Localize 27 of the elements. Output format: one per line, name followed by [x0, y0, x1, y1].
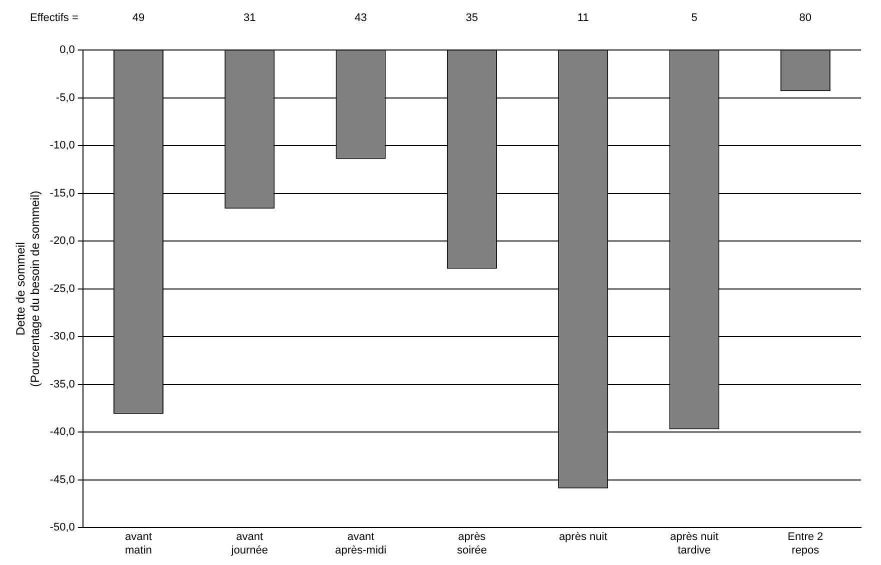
x-tick-label: après soirée	[456, 531, 487, 556]
y-tick-label: -35,0	[50, 378, 75, 390]
text: 11	[577, 12, 589, 24]
y-tick-label: -5,0	[56, 92, 75, 104]
y-tick-label: -50,0	[50, 522, 75, 534]
x-tick-label: avant matin	[124, 531, 152, 556]
text: 35	[466, 12, 478, 24]
text: Effectifs =	[30, 12, 78, 24]
y-tick-label: -40,0	[50, 426, 75, 438]
text: 43	[354, 12, 367, 24]
y-axis-title: Dette de sommeil (Pourcentage du besoin de sommeil)	[14, 190, 42, 387]
y-tick-label: -10,0	[50, 140, 75, 152]
x-tick-label: avant après-midi	[335, 531, 386, 556]
y-tick-label: 0,0	[60, 44, 75, 56]
text: 5	[691, 12, 698, 24]
y-tick-label: -15,0	[50, 187, 75, 200]
text: 80	[799, 12, 812, 24]
y-tick-label: -25,0	[50, 282, 75, 295]
text: 49	[132, 12, 145, 24]
x-tick-label: Entre 2 repos	[788, 531, 824, 556]
y-tick-label: -45,0	[50, 474, 75, 486]
x-tick-label: avant journée	[230, 531, 268, 556]
text: 31	[243, 12, 256, 24]
x-tick-label: après nuit	[558, 531, 608, 544]
y-tick-label: -20,0	[50, 235, 75, 248]
x-tick-label: après nuit tardive	[670, 531, 718, 556]
y-tick-label: -30,0	[50, 330, 75, 343]
